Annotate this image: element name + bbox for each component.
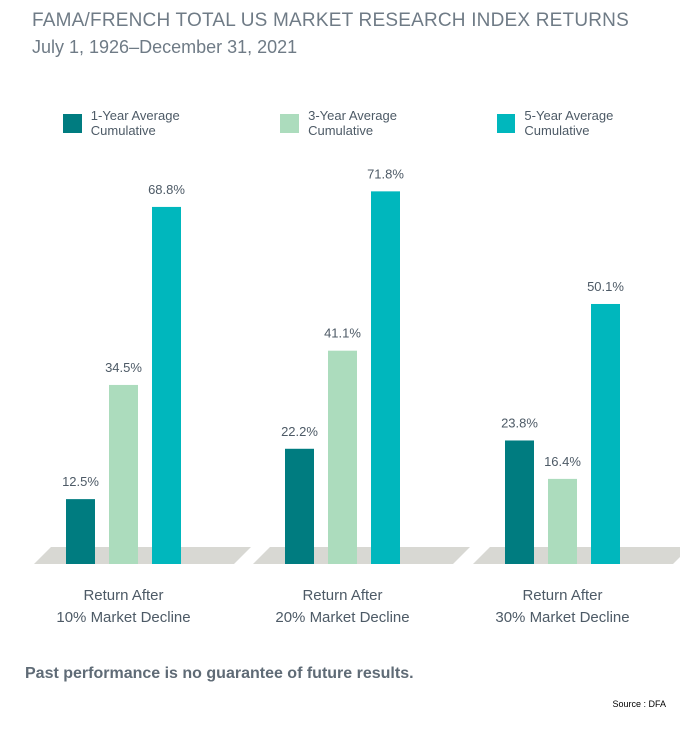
- legend-label-3-year: 3-Year Average Cumulative: [308, 108, 397, 138]
- legend-item-1-year: 1-Year Average Cumulative: [63, 108, 246, 138]
- legend-label-5-year: 5-Year Average Cumulative: [524, 108, 614, 138]
- legend-item-3-year: 3-Year Average Cumulative: [280, 108, 463, 138]
- bar-chart: 12.5% 34.5% 68.8% Return After 10% Market De…: [34, 166, 680, 626]
- data-label-3-year-group-3: 16.4%: [544, 454, 581, 469]
- legend-label-1-year: 1-Year Average Cumulative: [90, 108, 180, 138]
- legend: 1-Year Average Cumulative 3-Year Average…: [63, 108, 680, 138]
- legend-swatch-3-year: [280, 113, 300, 133]
- legend-swatch-5-year: [496, 113, 516, 133]
- footnote: Past performance is no guarantee of futu…: [25, 665, 414, 682]
- bar-5-year-group-2: [371, 191, 400, 564]
- legend-item-5-year: 5-Year Average Cumulative: [496, 108, 680, 138]
- category-label-group-1-line-1: Return After: [83, 587, 163, 604]
- chart-subtitle: July 1, 1926–December 31, 2021: [32, 37, 298, 57]
- category-label-group-2-line-2: 20% Market Decline: [275, 609, 409, 626]
- data-label-3-year-group-2: 41.1%: [324, 326, 361, 341]
- legend-swatch-1-year: [63, 113, 82, 133]
- data-label-5-year-group-2: 71.8%: [367, 166, 404, 181]
- bar-3-year-group-2: [328, 350, 357, 564]
- bar-3-year-group-1: [109, 384, 138, 564]
- category-label-group-1-line-2: 10% Market Decline: [56, 609, 190, 626]
- bar-1-year-group-2: [285, 448, 314, 564]
- bar-1-year-group-3: [505, 440, 534, 564]
- bar-3-year-group-3: [548, 478, 577, 564]
- bar-5-year-group-1: [152, 206, 181, 565]
- data-label-5-year-group-1: 68.8%: [148, 182, 185, 197]
- category-label-group-3-line-1: Return After: [522, 587, 602, 604]
- source-note: Source : DFA: [612, 699, 666, 709]
- data-label-3-year-group-1: 34.5%: [105, 360, 142, 375]
- data-label-1-year-group-3: 23.8%: [501, 415, 538, 430]
- category-label-group-3-line-2: 30% Market Decline: [495, 609, 629, 626]
- data-label-5-year-group-3: 50.1%: [587, 279, 624, 294]
- data-label-1-year-group-2: 22.2%: [281, 424, 318, 439]
- chart-title: FAMA/FRENCH TOTAL US MARKET RESEARCH IND…: [32, 10, 629, 31]
- bar-1-year-group-1: [66, 499, 95, 564]
- bar-5-year-group-3: [591, 303, 620, 564]
- data-label-1-year-group-1: 12.5%: [62, 474, 99, 489]
- category-label-group-2-line-1: Return After: [302, 587, 382, 604]
